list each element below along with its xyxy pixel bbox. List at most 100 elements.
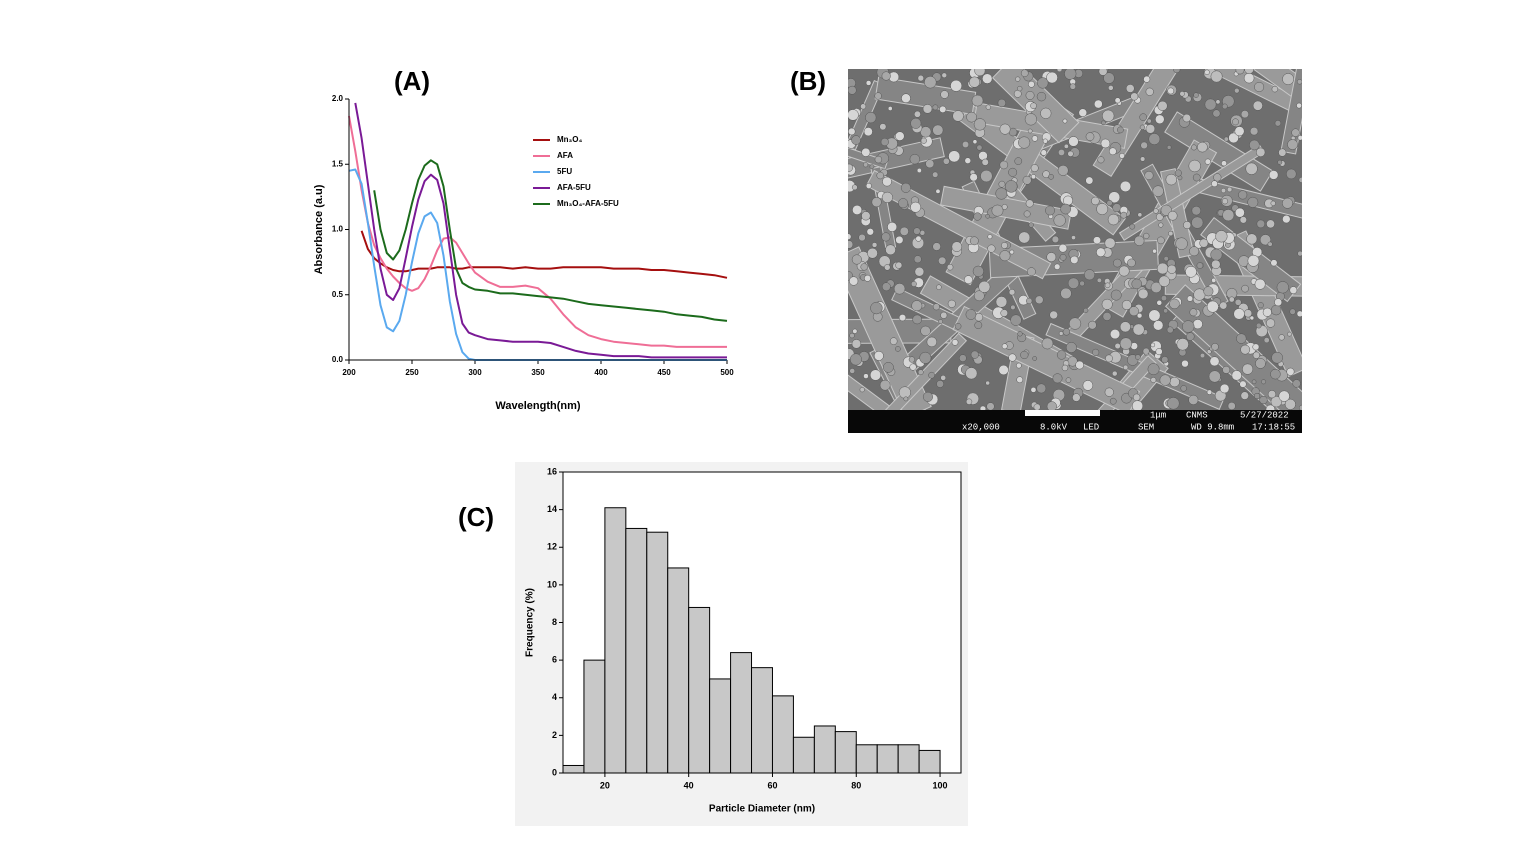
sem-particle — [1209, 356, 1220, 367]
sem-particle — [1291, 128, 1300, 137]
sem-particle — [1156, 262, 1169, 275]
sem-particle — [1236, 333, 1247, 344]
sem-particle — [898, 198, 909, 209]
sem-particle — [1152, 185, 1164, 197]
sem-particle — [865, 182, 872, 189]
sem-particle — [998, 180, 1006, 188]
sem-particle — [1088, 320, 1097, 330]
sem-particle — [1270, 200, 1276, 206]
series-line — [373, 159, 728, 322]
sem-particle — [909, 153, 921, 165]
sem-particle — [1208, 370, 1221, 383]
sem-particle — [1263, 337, 1270, 344]
sem-particle — [1027, 128, 1033, 134]
sem-particle — [1252, 351, 1260, 359]
sem-particle — [1132, 323, 1145, 336]
sem-particle — [1148, 309, 1161, 322]
bar — [897, 744, 920, 774]
sem-particle — [976, 144, 983, 151]
sem-particle — [1252, 343, 1260, 351]
sem-particle — [1091, 196, 1100, 206]
sem-particle — [1262, 307, 1272, 317]
sem-particle — [1084, 269, 1096, 281]
sem-particle — [876, 171, 884, 180]
panel-label: (B) — [790, 66, 826, 96]
sem-particle — [1053, 214, 1066, 227]
sem-particle — [1046, 71, 1058, 84]
sem-particle — [881, 232, 891, 242]
sem-image: 1μm CNMS 5/27/2022 x20,000 8.0kV LED SEM… — [848, 69, 1302, 433]
sem-particle — [932, 242, 941, 251]
sem-particle — [1033, 403, 1041, 410]
sem-particle — [999, 123, 1011, 135]
sem-particle — [1105, 354, 1113, 363]
sem-particle — [1075, 360, 1084, 370]
sem-particle — [1204, 158, 1211, 165]
sem-particle — [940, 311, 948, 319]
sem-particle — [985, 380, 990, 386]
sem-particle — [852, 204, 863, 215]
sem-particle — [915, 235, 922, 242]
sem-rod — [848, 246, 932, 410]
sem-particle — [1045, 205, 1055, 216]
sem-particle — [1117, 126, 1124, 134]
sem-particle — [1276, 281, 1289, 294]
sem-particle — [1140, 156, 1146, 162]
sem-particle — [1243, 72, 1255, 84]
sem-particle — [1233, 308, 1245, 320]
sem-particle — [1018, 136, 1031, 149]
sem-particle — [1104, 237, 1116, 249]
sem-particle — [866, 228, 874, 236]
sem-particle — [1022, 175, 1032, 185]
sem-particle — [1147, 363, 1160, 376]
sem-particle — [1030, 174, 1037, 180]
sem-particle — [1079, 280, 1085, 287]
sem-particle — [1082, 380, 1094, 391]
sem-particle — [1261, 379, 1267, 385]
x-tick-label: 500 — [720, 368, 734, 377]
sem-particle — [1069, 83, 1076, 90]
sem-particle — [1193, 92, 1199, 98]
sem-particle — [879, 379, 891, 391]
sem-particle — [1051, 235, 1060, 244]
sem-particle — [917, 369, 924, 376]
sem-particle — [1139, 113, 1148, 121]
sem-particle — [920, 126, 932, 138]
sem-particle — [1167, 210, 1178, 221]
sem-particle — [1008, 288, 1016, 296]
sem-particle — [1252, 100, 1263, 111]
sem-particle — [973, 212, 982, 221]
sem-particle — [1063, 143, 1069, 149]
sem-particle — [913, 110, 921, 118]
sem-particle — [1030, 164, 1039, 172]
sem-particle — [991, 204, 1004, 217]
sem-particle — [1103, 72, 1115, 84]
sem-particle — [1235, 69, 1245, 75]
sem-particle — [1251, 379, 1257, 385]
sem-particle — [1096, 277, 1102, 283]
sem-particle — [1042, 170, 1050, 179]
sem-particle — [1167, 87, 1175, 95]
sem-particle — [1056, 350, 1067, 360]
sem-particle — [1278, 390, 1290, 402]
sem-particle — [985, 213, 990, 219]
sem-particle — [1107, 213, 1120, 226]
sem-particle — [966, 111, 977, 123]
sem-particle — [947, 299, 956, 308]
sem-particle — [849, 332, 855, 339]
sem-particle — [873, 350, 884, 361]
sem-particle — [889, 337, 898, 345]
bar — [562, 764, 585, 774]
sem-particle — [1226, 186, 1233, 193]
sem-particle — [970, 350, 979, 359]
sem-particle — [1060, 203, 1071, 215]
sem-particle — [1143, 232, 1150, 240]
sem-particle — [1271, 351, 1283, 364]
sem-particle — [1025, 90, 1035, 100]
sem-particle — [1058, 149, 1065, 156]
sem-particle — [881, 282, 891, 292]
sem-particle — [1219, 301, 1228, 310]
bar — [667, 567, 690, 774]
sem-particle — [863, 373, 869, 379]
